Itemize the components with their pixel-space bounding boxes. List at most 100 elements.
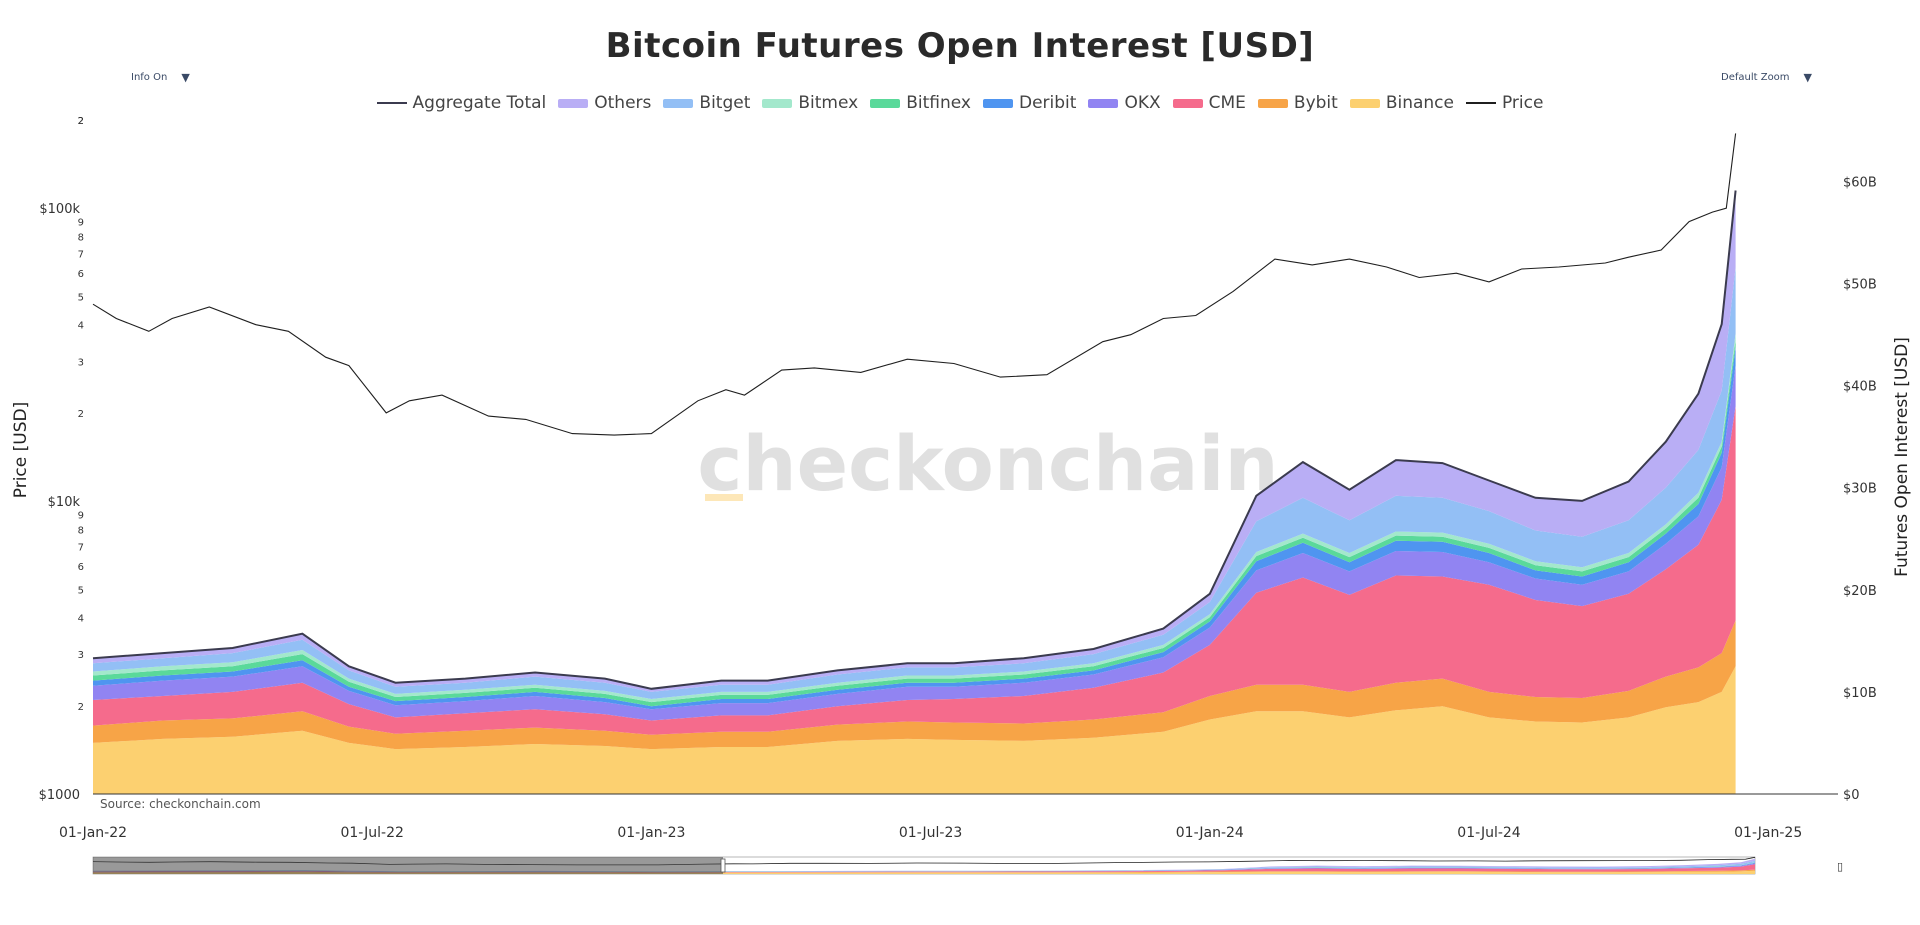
x-tick-label: 01-Jul-22 — [340, 825, 403, 841]
y-left-minor-tick-label: 8 — [78, 525, 84, 536]
y-left-top-tick-label: 2 — [78, 116, 84, 127]
area-bitget — [93, 267, 1736, 699]
chart-title: Bitcoin Futures Open Interest [USD] — [605, 26, 1315, 66]
y-left-minor-tick-label: 9 — [78, 218, 84, 229]
y-left-minor-tick-label: 6 — [78, 269, 84, 280]
y-left-minor-tick-label: 4 — [78, 321, 84, 332]
y-right-tick-label: $10B — [1843, 686, 1877, 701]
x-tick-label: 01-Jan-22 — [59, 825, 127, 841]
legend-item-cme[interactable]: CME — [1172, 93, 1246, 113]
legend-label: Deribit — [1018, 93, 1077, 113]
legend-swatch — [1349, 98, 1380, 108]
range-slider-glyph: ▯ — [1837, 860, 1843, 873]
y-left-minor-tick-label: 7 — [78, 250, 84, 261]
legend-swatch — [762, 98, 793, 108]
legend-item-okx[interactable]: OKX — [1088, 93, 1161, 113]
y-left-minor-tick-label: 3 — [78, 650, 84, 661]
legend-swatch — [1172, 98, 1203, 108]
y-left-major-ticks: $1000 $10k $100k — [39, 202, 81, 803]
aggregate-total-line — [92, 190, 1737, 690]
legend-label: Bitget — [699, 93, 751, 113]
legend-swatch — [1257, 98, 1288, 108]
y-left-minor-tick-label: 2 — [78, 702, 84, 713]
legend-item-price[interactable]: Price — [1465, 93, 1543, 113]
y-left-minor-tick-label: 5 — [78, 292, 84, 303]
y-left-tick-label: $10k — [48, 495, 81, 510]
legend-label: Others — [594, 93, 652, 113]
area-okx — [93, 365, 1736, 721]
area-cme — [93, 405, 1736, 735]
y-left-minor-tick-label: 4 — [78, 614, 84, 625]
y-left-minor-tick-label: 2 — [78, 116, 84, 127]
legend-swatch — [663, 98, 694, 108]
legend-swatch — [1088, 98, 1119, 108]
y-left-minor-tick-label: 9 — [78, 510, 84, 521]
y-left-minor-tick-label: 8 — [78, 233, 84, 244]
info-toggle-label: Info On — [131, 71, 168, 83]
watermark-text: checkonchain — [697, 419, 1278, 508]
y-left-tick-label: $100k — [39, 202, 80, 217]
watermark-underscore — [705, 494, 743, 501]
chart-legend: Aggregate Total Others Bitget Bitmex Bitfine… — [0, 93, 1920, 113]
legend-label: Aggregate Total — [412, 93, 547, 113]
legend-label: Bitfinex — [906, 93, 971, 113]
chevron-down-icon: ▼ — [1803, 70, 1813, 84]
area-deribit — [93, 346, 1736, 710]
x-tick-label: 01-Jan-25 — [1734, 825, 1802, 841]
y-right-axis-title: Futures Open Interest [USD] — [1892, 337, 1912, 577]
y-left-minor-tick-label: 3 — [78, 357, 84, 368]
y-left-minor-tick-label: 7 — [78, 542, 84, 553]
source-note: Source: checkonchain.com — [100, 797, 261, 811]
y-right-tick-label: $50B — [1843, 277, 1877, 292]
legend-label: Bybit — [1293, 93, 1338, 113]
area-binance — [93, 666, 1736, 794]
y-left-minor-tick-label: 6 — [78, 562, 84, 573]
legend-label: CME — [1208, 93, 1246, 113]
legend-item-bitget[interactable]: Bitget — [663, 93, 750, 113]
y-left-tick-label: $1000 — [39, 788, 80, 803]
y-left-minor-tick-label: 5 — [78, 585, 84, 596]
legend-swatch — [870, 98, 901, 108]
x-tick-label: 01-Jul-24 — [1457, 825, 1520, 841]
y-right-tick-label: $0 — [1843, 788, 1860, 803]
x-tick-label: 01-Jan-23 — [617, 825, 685, 841]
x-axis-ticks: 01-Jan-22 01-Jul-22 01-Jan-23 01-Jul-23 01-J… — [59, 825, 1802, 841]
legend-item-bitmex[interactable]: Bitmex — [762, 93, 858, 113]
zoom-dropdown[interactable]: Default Zoom ▼ — [1721, 66, 1812, 88]
legend-swatch — [1465, 102, 1496, 104]
chevron-down-icon: ▼ — [181, 70, 190, 84]
range-slider[interactable] — [92, 856, 1756, 875]
y-left-minor-tick-label: 2 — [78, 409, 84, 420]
zoom-label: Default Zoom — [1721, 71, 1790, 83]
legend-item-bybit[interactable]: Bybit — [1257, 93, 1338, 113]
legend-label: Binance — [1385, 93, 1454, 113]
legend-item-binance[interactable]: Binance — [1349, 93, 1454, 113]
legend-item-others[interactable]: Others — [558, 93, 651, 113]
x-tick-label: 01-Jul-23 — [899, 825, 962, 841]
legend-swatch — [376, 102, 407, 104]
range-slider-area-bybit — [93, 869, 1755, 873]
price-line — [92, 133, 1737, 436]
x-tick-label: 01-Jan-24 — [1176, 825, 1244, 841]
y-left-axis-title: Price [USD] — [11, 402, 31, 498]
legend-swatch — [982, 98, 1013, 108]
legend-label: Bitmex — [798, 93, 859, 113]
y-right-tick-label: $20B — [1843, 584, 1877, 599]
legend-swatch — [558, 98, 589, 108]
y-right-tick-label: $30B — [1843, 482, 1877, 497]
legend-label: OKX — [1124, 93, 1161, 113]
y-right-tick-label: $60B — [1843, 175, 1877, 190]
legend-item-bitfinex[interactable]: Bitfinex — [870, 93, 971, 113]
range-slider-area-cme — [93, 864, 1755, 873]
y-right-ticks: $0 $10B $20B $30B $40B $50B $60B — [1843, 175, 1877, 803]
y-right-tick-label: $40B — [1843, 380, 1877, 395]
range-slider-mask — [93, 857, 723, 874]
range-slider-handle[interactable] — [720, 858, 726, 873]
area-series-group — [93, 190, 1736, 794]
legend-item-deribit[interactable]: Deribit — [982, 93, 1077, 113]
legend-item-aggregate-total[interactable]: Aggregate Total — [376, 93, 547, 113]
y-left-minor-ticks: 2 3 4 5 6 7 8 9 2 3 4 5 6 7 8 9 2 — [78, 116, 84, 713]
area-bybit — [93, 620, 1736, 750]
info-toggle-dropdown[interactable]: Info On ▼ — [131, 66, 190, 88]
